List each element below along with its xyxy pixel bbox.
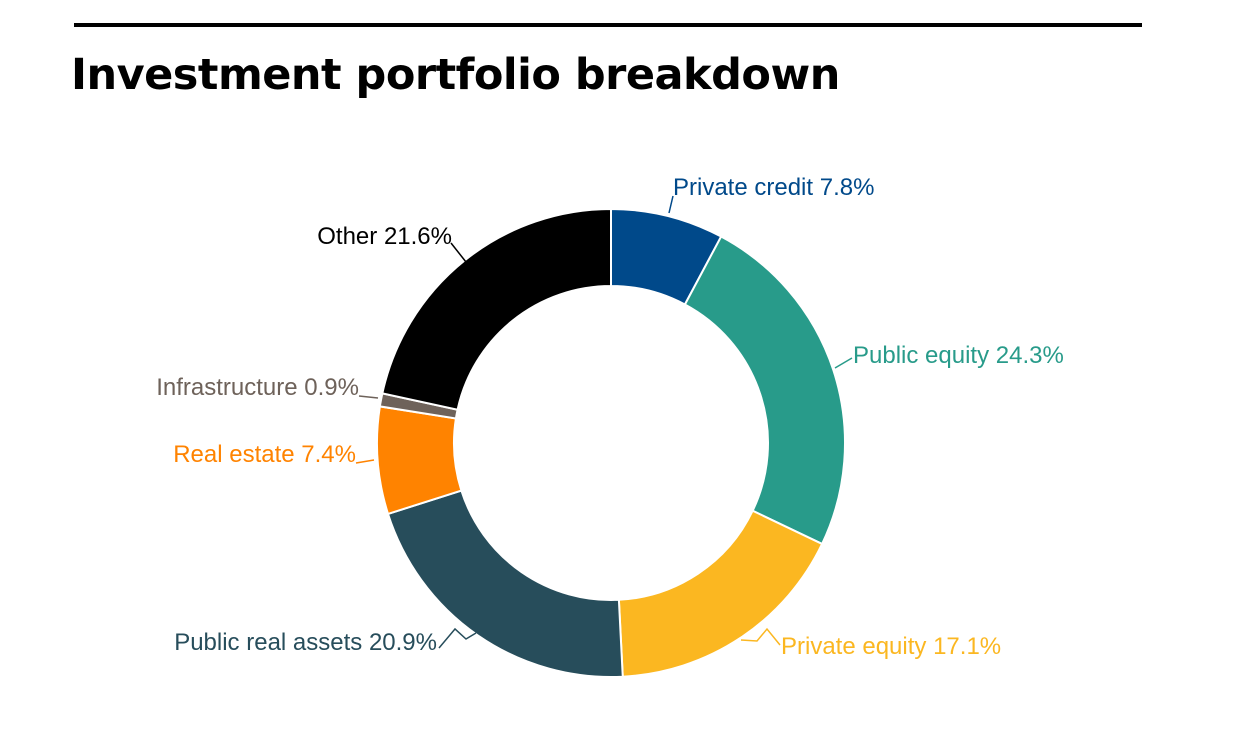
leader-line: [450, 242, 467, 263]
slice-label: Private equity 17.1%: [781, 633, 1001, 660]
leader-line: [358, 395, 379, 399]
slice-labels: Private credit 7.8% Public equity 24.3% Pr…: [156, 174, 1064, 660]
slice-public-real-assets: [386, 489, 624, 678]
leader-line: [668, 195, 674, 214]
leader-line: [834, 357, 853, 369]
leader-line: [740, 627, 781, 646]
slice-public-equity: [683, 235, 846, 546]
slice-label: Real estate 7.4%: [173, 441, 356, 468]
slice-label: Public real assets 20.9%: [174, 629, 437, 656]
slice-label: Public equity 24.3%: [853, 342, 1064, 369]
slice-label: Other 21.6%: [317, 223, 452, 250]
leader-lines: [355, 195, 853, 649]
chart-title: Investment portfolio breakdown: [71, 50, 840, 100]
leader-line: [438, 627, 477, 649]
top-rule: [74, 23, 1142, 27]
leader-line: [355, 459, 375, 464]
donut-slices: [376, 207, 846, 678]
slice-label: Private credit 7.8%: [673, 174, 874, 201]
slice-label: Infrastructure 0.9%: [156, 374, 359, 401]
slice-other: [381, 207, 612, 411]
